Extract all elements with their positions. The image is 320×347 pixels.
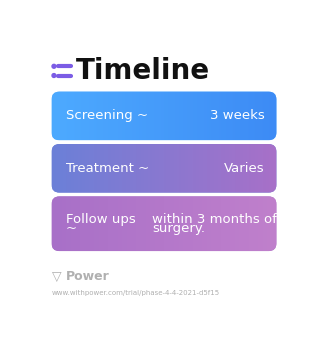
Text: 3 weeks: 3 weeks (210, 109, 265, 122)
Text: Treatment ~: Treatment ~ (66, 162, 149, 175)
FancyBboxPatch shape (52, 92, 276, 140)
Text: www.withpower.com/trial/phase-4-4-2021-d5f15: www.withpower.com/trial/phase-4-4-2021-d… (52, 290, 220, 296)
Text: surgery.: surgery. (152, 222, 205, 235)
Text: Varies: Varies (224, 162, 265, 175)
Text: Screening ~: Screening ~ (66, 109, 148, 122)
Text: within 3 months of: within 3 months of (152, 213, 277, 226)
Text: ▽: ▽ (52, 270, 61, 283)
FancyBboxPatch shape (52, 144, 276, 193)
Text: Timeline: Timeline (76, 57, 210, 85)
Circle shape (52, 74, 56, 77)
Text: Power: Power (66, 270, 110, 283)
Text: ~: ~ (66, 222, 77, 235)
Text: Follow ups: Follow ups (66, 213, 135, 226)
Circle shape (52, 64, 56, 68)
FancyBboxPatch shape (52, 196, 276, 251)
